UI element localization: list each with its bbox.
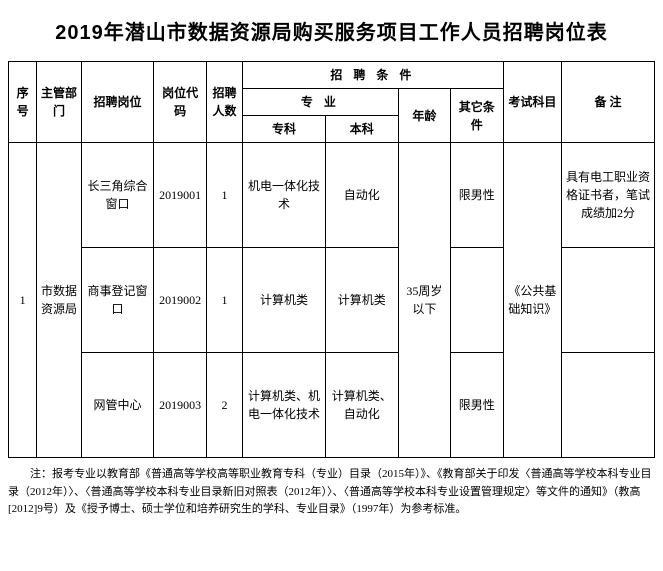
cell-count: 1	[206, 143, 242, 248]
th-other: 其它条件	[451, 89, 504, 143]
cell-position: 长三角综合窗口	[81, 143, 154, 248]
cell-code: 2019001	[154, 143, 206, 248]
footnote-text: 注：报考专业以教育部《普通高等学校高等职业教育专科（专业）目录（2015年）》、…	[8, 466, 655, 519]
cell-major-bk: 计算机类	[325, 248, 398, 353]
cell-remark	[562, 353, 655, 458]
cell-count: 2	[206, 353, 242, 458]
cell-dept: 市数据资源局	[37, 143, 81, 458]
cell-other: 限男性	[451, 143, 504, 248]
cell-exam: 《公共基础知识》	[503, 143, 562, 458]
cell-age: 35周岁以下	[398, 143, 450, 458]
th-major-zk: 专科	[243, 116, 326, 143]
cell-major-zk: 计算机类、机电一体化技术	[243, 353, 326, 458]
cell-code: 2019003	[154, 353, 206, 458]
th-position: 招聘岗位	[81, 62, 154, 143]
cell-position: 网管中心	[81, 353, 154, 458]
cell-major-zk: 计算机类	[243, 248, 326, 353]
th-major-bk: 本科	[325, 116, 398, 143]
cell-remark: 具有电工职业资格证书者，笔试成绩加2分	[562, 143, 655, 248]
th-dept: 主管部门	[37, 62, 81, 143]
th-count: 招聘人数	[206, 62, 242, 143]
cell-major-bk: 自动化	[325, 143, 398, 248]
cell-seq: 1	[9, 143, 37, 458]
th-code: 岗位代码	[154, 62, 206, 143]
cell-major-zk: 机电一体化技术	[243, 143, 326, 248]
cell-other	[451, 248, 504, 353]
cell-position: 商事登记窗口	[81, 248, 154, 353]
cell-code: 2019002	[154, 248, 206, 353]
cell-remark	[562, 248, 655, 353]
th-remark: 备 注	[562, 62, 655, 143]
table-row: 1 市数据资源局 长三角综合窗口 2019001 1 机电一体化技术 自动化 3…	[9, 143, 655, 248]
cell-major-bk: 计算机类、自动化	[325, 353, 398, 458]
th-major: 专 业	[243, 89, 398, 116]
cell-other: 限男性	[451, 353, 504, 458]
page-title: 2019年潜山市数据资源局购买服务项目工作人员招聘岗位表	[8, 16, 655, 45]
recruitment-table: 序号 主管部门 招聘岗位 岗位代码 招聘人数 招 聘 条 件 考试科目 备 注 …	[8, 61, 655, 458]
th-seq: 序号	[9, 62, 37, 143]
th-age: 年龄	[398, 89, 450, 143]
th-exam: 考试科目	[503, 62, 562, 143]
th-conditions: 招 聘 条 件	[243, 62, 503, 89]
cell-count: 1	[206, 248, 242, 353]
